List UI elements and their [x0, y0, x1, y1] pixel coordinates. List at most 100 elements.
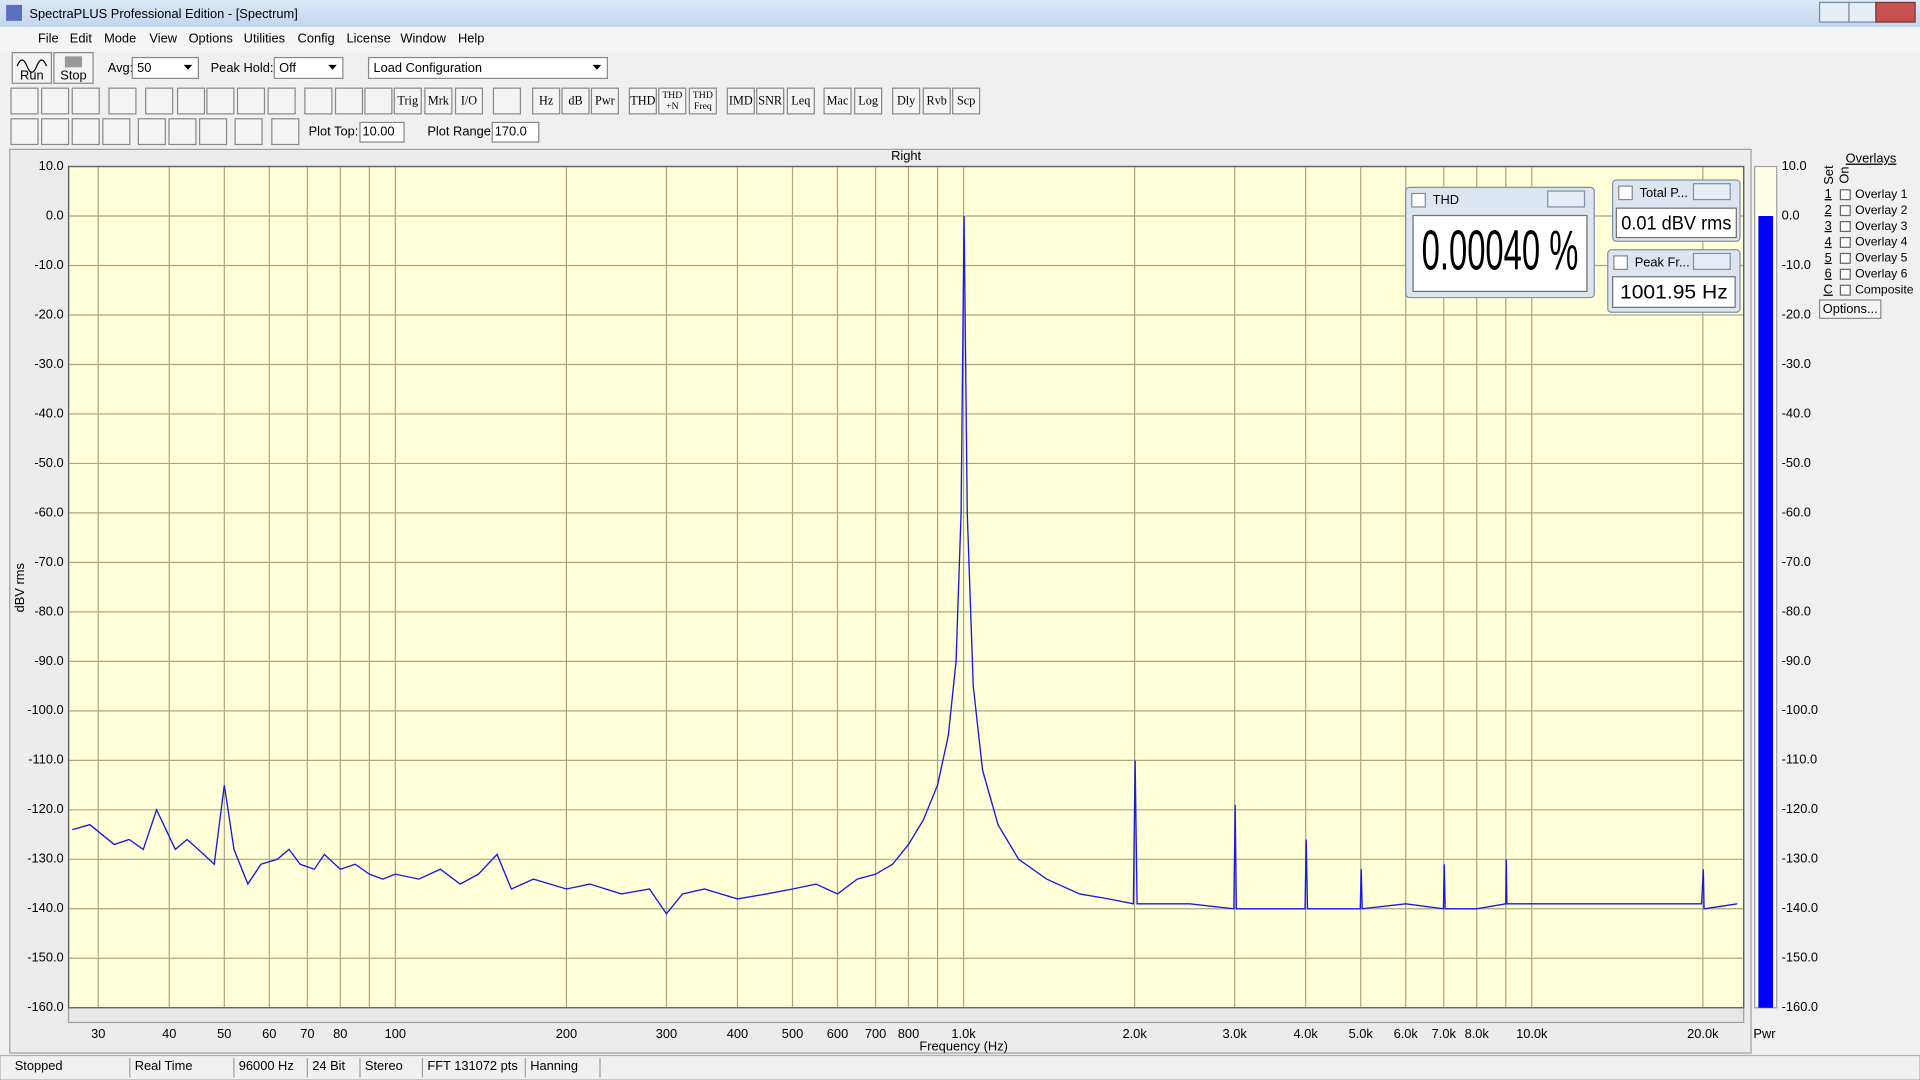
tool-button[interactable]: [71, 87, 100, 115]
overlay-checkbox[interactable]: [1839, 268, 1851, 280]
tool-button[interactable]: [168, 118, 197, 146]
menu-bar: [0, 26, 1920, 52]
tool-button[interactable]: [271, 118, 300, 146]
tool-button[interactable]: [726, 87, 755, 115]
on-label: On: [1837, 167, 1852, 184]
tool-button[interactable]: [236, 87, 266, 115]
tool-button[interactable]: [41, 118, 70, 146]
tool-button-label: Mrk: [428, 93, 450, 107]
tool-button[interactable]: [922, 87, 951, 115]
tool-button[interactable]: [41, 87, 70, 115]
tool-button[interactable]: [102, 118, 131, 146]
dropdown-arrow: [183, 64, 193, 70]
y-axis-label: dBV rms: [12, 563, 27, 612]
tool-button[interactable]: [628, 87, 657, 115]
overlay-key[interactable]: 1: [1825, 186, 1832, 201]
menu-item[interactable]: Options: [189, 31, 233, 46]
overlay-checkbox[interactable]: [1839, 189, 1851, 201]
tool-button[interactable]: [952, 87, 981, 115]
tool-button[interactable]: [364, 87, 393, 115]
readout-close[interactable]: [1692, 252, 1731, 270]
peak-hold-dropdown[interactable]: [273, 56, 344, 79]
overlay-key[interactable]: 2: [1825, 202, 1832, 217]
overlay-key[interactable]: C: [1824, 282, 1833, 297]
meter-tick-label: -90.0: [1782, 653, 1811, 668]
plot-range-input[interactable]: [491, 121, 540, 143]
plot-top-input[interactable]: [359, 121, 405, 143]
status-bar: [0, 1054, 1920, 1080]
run-button[interactable]: [11, 52, 53, 84]
stop-icon: [64, 56, 83, 68]
menu-item[interactable]: Utilities: [244, 31, 285, 46]
tool-button[interactable]: [176, 87, 206, 115]
tool-button[interactable]: [145, 87, 174, 115]
status-field: Hanning: [530, 1058, 578, 1073]
tool-button[interactable]: [892, 87, 921, 115]
tool-button[interactable]: [561, 87, 590, 115]
tool-button[interactable]: [532, 87, 561, 115]
y-tick-label: -130.0: [27, 851, 63, 866]
overlay-key[interactable]: 3: [1825, 218, 1832, 233]
horizontal-scrollbar[interactable]: [67, 1007, 1745, 1024]
tool-button-label: THD: [693, 90, 713, 101]
menu-item[interactable]: Config: [298, 31, 335, 46]
tool-button[interactable]: [424, 87, 453, 115]
tool-button[interactable]: [590, 87, 619, 115]
overlay-checkbox[interactable]: [1839, 284, 1851, 296]
readout-icon: [1411, 192, 1426, 208]
overlay-checkbox[interactable]: [1839, 252, 1851, 264]
tool-button[interactable]: [234, 118, 263, 146]
tool-button[interactable]: [823, 87, 852, 115]
configuration-dropdown[interactable]: [367, 56, 608, 79]
overlay-key[interactable]: 4: [1825, 234, 1832, 249]
tool-button[interactable]: [10, 87, 39, 115]
tool-button[interactable]: [393, 87, 422, 115]
tool-button[interactable]: [454, 87, 484, 115]
avg-dropdown[interactable]: [131, 56, 199, 79]
y-tick-label: 10.0: [39, 158, 64, 173]
x-tick-label: 1.0k: [951, 1026, 976, 1041]
tool-button[interactable]: [71, 118, 100, 146]
overlay-checkbox[interactable]: [1839, 236, 1851, 248]
menu-item[interactable]: License: [347, 31, 391, 46]
tool-button[interactable]: [334, 87, 364, 115]
tool-button[interactable]: [304, 87, 333, 115]
close-button[interactable]: [1875, 1, 1916, 23]
tool-button[interactable]: [492, 87, 522, 115]
peak-hold-value: Off: [279, 60, 296, 75]
tool-button[interactable]: [688, 87, 717, 115]
readout-close[interactable]: [1692, 183, 1731, 201]
overlays-title[interactable]: Overlays: [1846, 151, 1897, 166]
menu-item[interactable]: Mode: [104, 31, 136, 46]
avg-label: Avg:: [108, 60, 133, 75]
tool-button[interactable]: [10, 118, 39, 146]
tool-button[interactable]: [267, 87, 296, 115]
menu-item[interactable]: View: [149, 31, 177, 46]
menu-item[interactable]: File: [38, 31, 59, 46]
tool-button[interactable]: [108, 87, 137, 115]
overlay-checkbox[interactable]: [1839, 221, 1851, 233]
overlay-key[interactable]: 5: [1825, 250, 1832, 265]
options-button[interactable]: [1818, 299, 1882, 319]
menu-item[interactable]: Help: [458, 31, 484, 46]
tool-button[interactable]: [786, 87, 815, 115]
tool-button[interactable]: [206, 87, 235, 115]
readout-title: THD: [1433, 192, 1459, 207]
overlay-checkbox[interactable]: [1839, 205, 1851, 217]
tool-button-label: dB: [568, 93, 582, 107]
tool-button-label: THD: [630, 93, 655, 107]
menu-item[interactable]: Edit: [70, 31, 93, 46]
x-tick-label: 50: [217, 1026, 231, 1041]
overlay-key[interactable]: 6: [1825, 266, 1832, 281]
tool-button[interactable]: [854, 87, 883, 115]
menu-item[interactable]: Window: [400, 31, 446, 46]
status-field: 96000 Hz: [239, 1058, 294, 1073]
tool-button[interactable]: [658, 87, 687, 115]
minimize-button[interactable]: [1818, 1, 1850, 23]
tool-button[interactable]: [198, 118, 228, 146]
readout-close[interactable]: [1547, 190, 1586, 208]
tool-button[interactable]: [756, 87, 785, 115]
maximize-button[interactable]: [1848, 1, 1877, 23]
tool-button[interactable]: [137, 118, 166, 146]
meter-tick-label: -110.0: [1782, 752, 1817, 767]
